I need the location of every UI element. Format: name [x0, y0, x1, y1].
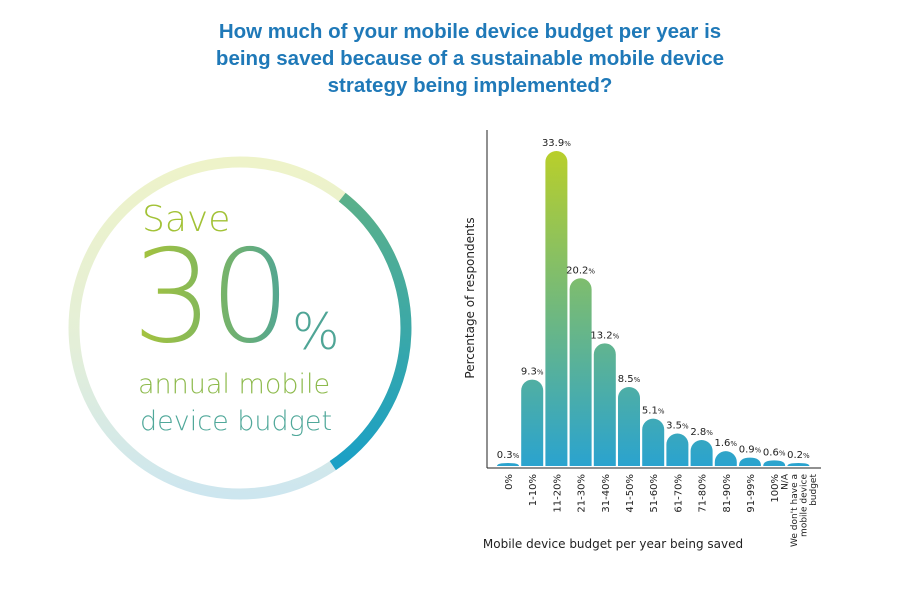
bar [642, 418, 665, 466]
hero-caption-line-1: annual mobile [138, 369, 331, 400]
bar-value-label: 33.9% [542, 138, 571, 149]
category-tick-label: 0% [504, 474, 515, 490]
title-line-1: How much of your mobile device budget pe… [218, 20, 722, 43]
title-line-2: being saved because of a sustainable mob… [215, 47, 725, 70]
bar-value-label: 5.1% [642, 406, 665, 417]
hero-save-word: Save [142, 199, 231, 240]
bar [714, 451, 737, 466]
bar-value-label: 0.9% [739, 445, 762, 456]
bar [618, 387, 640, 466]
category-tick-label: 1-10% [528, 474, 539, 506]
category-tick-label: 91-99% [746, 474, 757, 513]
bar-value-label: 0.3% [497, 450, 520, 461]
bar-value-label: 2.8% [690, 427, 713, 438]
y-axis-label: Percentage of respondents [463, 217, 477, 378]
hero-number: 30 [132, 223, 291, 372]
bar [690, 440, 713, 466]
category-tick-label: N/AWe don't have amobile devicebudget [780, 473, 819, 547]
category-tick-label: 100% [770, 474, 781, 503]
category-tick-label: 21-30% [577, 474, 588, 513]
category-tick-label: 51-60% [649, 474, 660, 513]
gauge-fill-arc [329, 192, 412, 471]
x-axis-label: Mobile device budget per year being save… [483, 537, 743, 551]
title-line-3: strategy being implemented? [327, 74, 613, 97]
bar [787, 463, 810, 466]
hero-percent-sign: % [292, 303, 340, 361]
chart-title: How much of your mobile device budget pe… [150, 18, 790, 99]
bar [497, 463, 519, 466]
bar-value-label: 13.2% [590, 330, 619, 341]
bar-value-label: 1.6% [715, 438, 738, 449]
bar-value-label: 0.2% [787, 450, 810, 461]
category-tick-label: 81-90% [722, 474, 733, 513]
bar [739, 457, 761, 466]
category-tick-label: 31-40% [601, 474, 612, 513]
category-tick-label: 61-70% [673, 474, 684, 513]
category-tick-label: 41-50% [625, 474, 636, 513]
bar-value-label: 0.6% [763, 447, 786, 458]
bar [666, 433, 689, 466]
hero-caption-line-2: device budget [140, 406, 333, 437]
category-tick-label: 71-80% [698, 474, 709, 513]
bar-value-label: 9.3% [521, 367, 544, 378]
bar-value-label: 8.5% [618, 374, 641, 385]
bar [545, 151, 568, 466]
bar [569, 278, 592, 466]
bar [763, 460, 786, 466]
category-tick-label: 11-20% [552, 474, 563, 513]
bar [593, 343, 616, 466]
bar-value-label: 3.5% [666, 420, 689, 431]
bar-value-label: 20.2% [566, 265, 595, 276]
bar [521, 379, 544, 466]
